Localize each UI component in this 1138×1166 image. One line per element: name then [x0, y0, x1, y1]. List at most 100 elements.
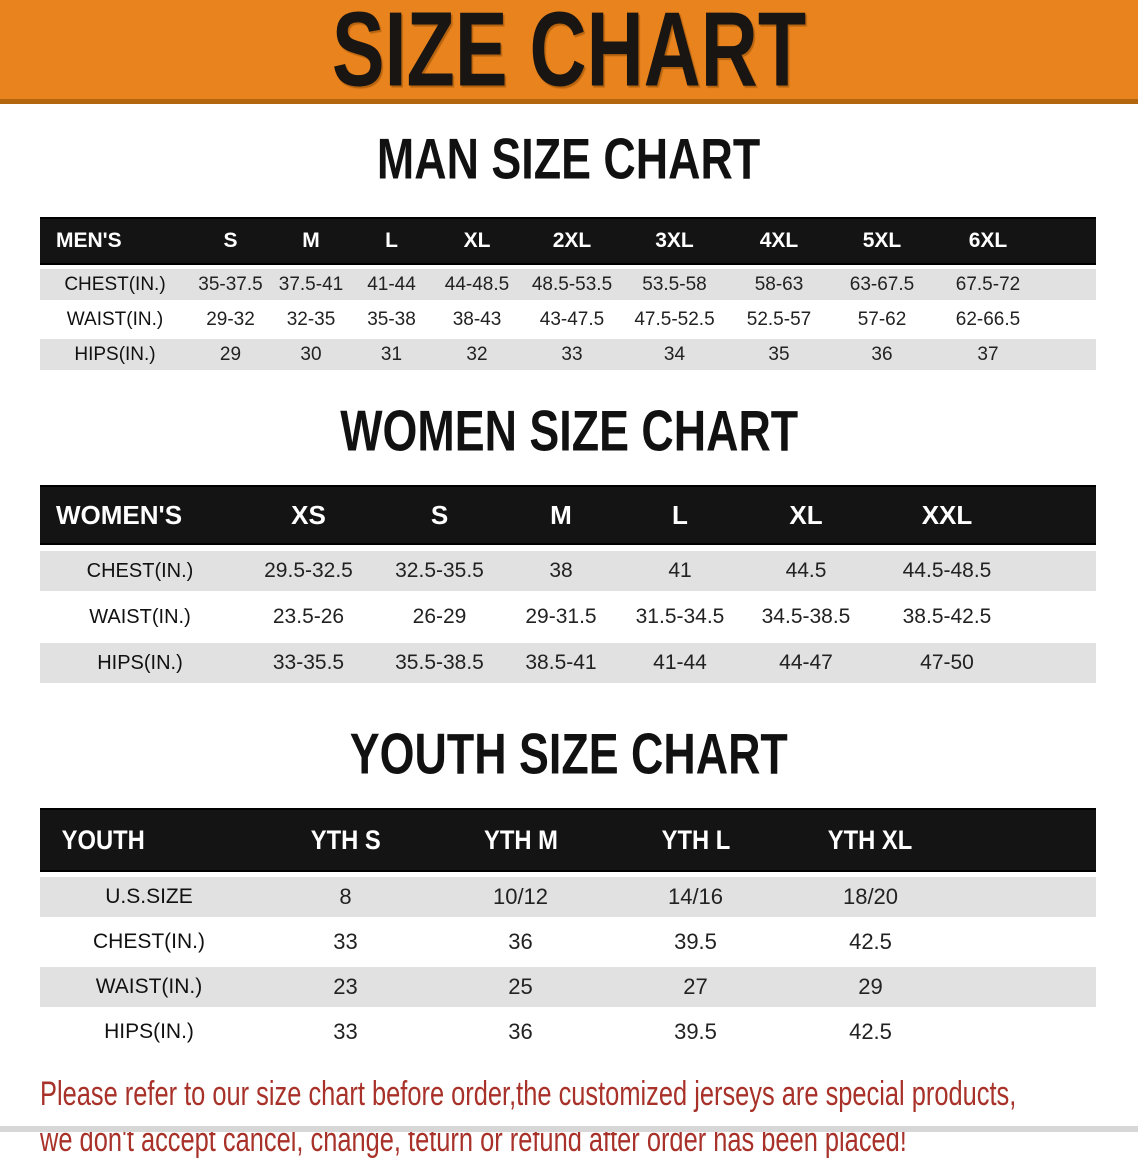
men-measurement-row: CHEST(IN.) 35-37.5 37.5-41 41-44 44-48.5 48.5…	[40, 269, 1096, 300]
spacer-cell	[1043, 217, 1096, 265]
size-value-cell: 38.5-41	[502, 643, 620, 683]
size-value-cell: 29.5-32.5	[240, 551, 377, 591]
size-value-cell: 36	[433, 922, 608, 962]
size-value-cell: 35	[727, 339, 831, 370]
order-disclaimer: Please refer to our size chart before or…	[40, 1071, 1138, 1163]
size-column-header: L	[620, 485, 740, 545]
spacer-cell	[958, 808, 1096, 872]
men-section-title-text: MAN SIZE CHART	[377, 126, 761, 191]
size-value-cell: 44-48.5	[432, 269, 522, 300]
size-value-cell: 29	[190, 339, 271, 370]
men-size-table: MEN'S S M L XL 2XL 3XL 4XL 5XL 6XL CHEST(IN.) 35-37…	[40, 213, 1096, 374]
size-value-cell: 33	[258, 1012, 433, 1052]
size-value-cell: 58-63	[727, 269, 831, 300]
size-value-cell: 44.5	[740, 551, 872, 591]
size-value-cell: 10/12	[433, 877, 608, 917]
size-value-cell: 44.5-48.5	[872, 551, 1022, 591]
size-value-cell: 8	[258, 877, 433, 917]
size-column-header: 5XL	[831, 217, 933, 265]
spacer-cell	[1022, 551, 1096, 591]
size-value-cell: 48.5-53.5	[522, 269, 622, 300]
size-value-cell: 29-32	[190, 304, 271, 335]
size-chart-banner: SIZE CHART	[0, 0, 1138, 104]
size-value-cell: 31.5-34.5	[620, 597, 740, 637]
spacer-cell	[1043, 304, 1096, 335]
size-column-header: M	[271, 217, 351, 265]
size-value-cell: 27	[608, 967, 783, 1007]
men-section-title: MAN SIZE CHART	[0, 126, 1138, 205]
size-column-header: YTH M	[433, 808, 608, 872]
size-value-cell: 38.5-42.5	[872, 597, 1022, 637]
size-value-cell: 35-37.5	[190, 269, 271, 300]
size-value-cell: 34	[622, 339, 727, 370]
women-section-title-text: WOMEN SIZE CHART	[340, 398, 798, 463]
size-value-cell: 35-38	[351, 304, 432, 335]
row-label: WAIST(IN.)	[40, 304, 190, 335]
size-value-cell: 42.5	[783, 922, 958, 962]
row-label: HIPS(IN.)	[40, 643, 240, 683]
banner-title: SIZE CHART	[331, 0, 807, 109]
youth-measurement-row: WAIST(IN.) 23 25 27 29	[40, 967, 1096, 1007]
size-value-cell: 23	[258, 967, 433, 1007]
size-value-cell: 32-35	[271, 304, 351, 335]
size-value-cell: 36	[831, 339, 933, 370]
size-value-cell: 23.5-26	[240, 597, 377, 637]
size-value-cell: 37	[933, 339, 1043, 370]
size-column-header: 3XL	[622, 217, 727, 265]
size-value-cell: 38-43	[432, 304, 522, 335]
row-label: WAIST(IN.)	[40, 597, 240, 637]
size-column-header: 6XL	[933, 217, 1043, 265]
size-value-cell: 35.5-38.5	[377, 643, 502, 683]
size-value-cell: 30	[271, 339, 351, 370]
size-value-cell: 33	[258, 922, 433, 962]
size-value-cell: 47.5-52.5	[622, 304, 727, 335]
row-label: WAIST(IN.)	[40, 967, 258, 1007]
size-value-cell: 36	[433, 1012, 608, 1052]
spacer-cell	[958, 877, 1096, 917]
size-column-header: S	[190, 217, 271, 265]
row-label: HIPS(IN.)	[40, 1012, 258, 1052]
men-measurement-row: HIPS(IN.) 29 30 31 32 33 34 35 36 37	[40, 339, 1096, 370]
size-value-cell: 25	[433, 967, 608, 1007]
women-section-title: WOMEN SIZE CHART	[0, 398, 1138, 477]
row-label: HIPS(IN.)	[40, 339, 190, 370]
disclaimer-line-2: we don't accept cancel, change, teturn o…	[40, 1119, 907, 1160]
women-measurement-row: HIPS(IN.) 33-35.5 35.5-38.5 38.5-41 41-44 44-…	[40, 643, 1096, 683]
size-value-cell: 32	[432, 339, 522, 370]
spacer-cell	[1043, 339, 1096, 370]
women-header-label: WOMEN'S	[40, 485, 240, 545]
size-value-cell: 29-31.5	[502, 597, 620, 637]
size-column-header: XXL	[872, 485, 1022, 545]
spacer-cell	[958, 922, 1096, 962]
spacer-cell	[1022, 643, 1096, 683]
youth-section-title-text: YOUTH SIZE CHART	[349, 721, 789, 786]
size-value-cell: 43-47.5	[522, 304, 622, 335]
size-value-cell: 41-44	[620, 643, 740, 683]
size-column-header: S	[377, 485, 502, 545]
size-value-cell: 52.5-57	[727, 304, 831, 335]
men-measurement-row: WAIST(IN.) 29-32 32-35 35-38 38-43 43-47.5 47.…	[40, 304, 1096, 335]
size-column-header: M	[502, 485, 620, 545]
women-measurement-row: WAIST(IN.) 23.5-26 26-29 29-31.5 31.5-34.5 34…	[40, 597, 1096, 637]
size-value-cell: 33	[522, 339, 622, 370]
size-value-cell: 29	[783, 967, 958, 1007]
spacer-cell	[958, 967, 1096, 1007]
disclaimer-line-1: Please refer to our size chart before or…	[40, 1073, 1017, 1114]
size-column-header: 2XL	[522, 217, 622, 265]
size-value-cell: 32.5-35.5	[377, 551, 502, 591]
size-column-header: XL	[740, 485, 872, 545]
size-column-header: YTH XL	[783, 808, 958, 872]
youth-header-label: YOUTH	[40, 808, 258, 872]
size-value-cell: 57-62	[831, 304, 933, 335]
size-column-header: L	[351, 217, 432, 265]
size-value-cell: 33-35.5	[240, 643, 377, 683]
size-value-cell: 47-50	[872, 643, 1022, 683]
row-label: CHEST(IN.)	[40, 922, 258, 962]
size-column-header: 4XL	[727, 217, 831, 265]
men-header-label: MEN'S	[40, 217, 190, 265]
size-value-cell: 67.5-72	[933, 269, 1043, 300]
size-value-cell: 37.5-41	[271, 269, 351, 300]
spacer-cell	[1043, 269, 1096, 300]
size-value-cell: 53.5-58	[622, 269, 727, 300]
spacer-cell	[1022, 597, 1096, 637]
